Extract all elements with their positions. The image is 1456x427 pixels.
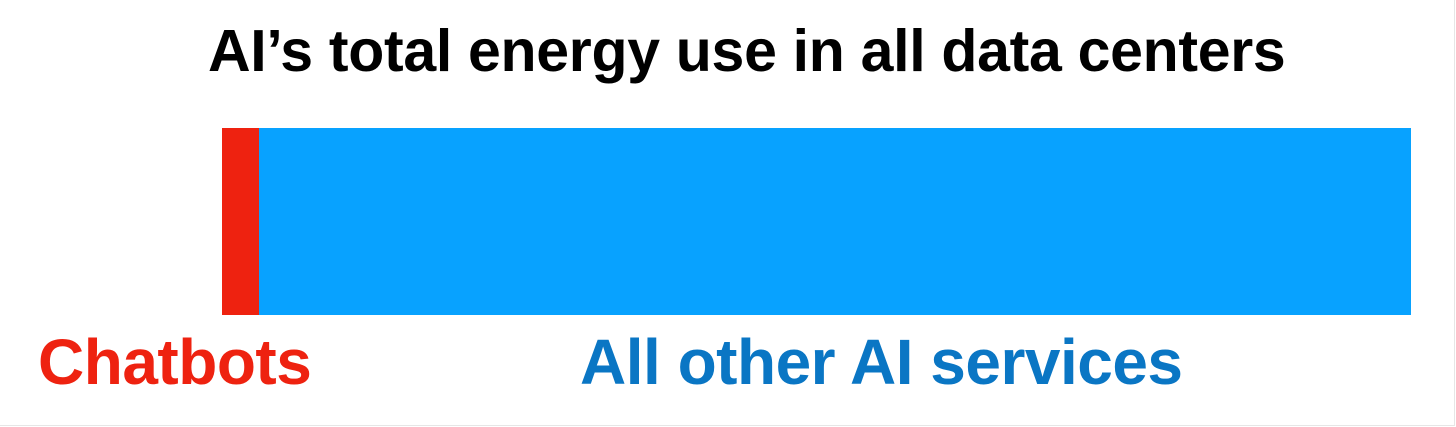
bar-segment-all-other-ai-services [259, 128, 1411, 315]
stacked-bar [222, 128, 1411, 315]
segment-label-chatbots: Chatbots [38, 326, 312, 398]
chart-title: AI’s total energy use in all data center… [208, 18, 1286, 84]
segment-label-all-other-ai-services: All other AI services [580, 326, 1183, 398]
bar-segment-chatbots [222, 128, 259, 315]
